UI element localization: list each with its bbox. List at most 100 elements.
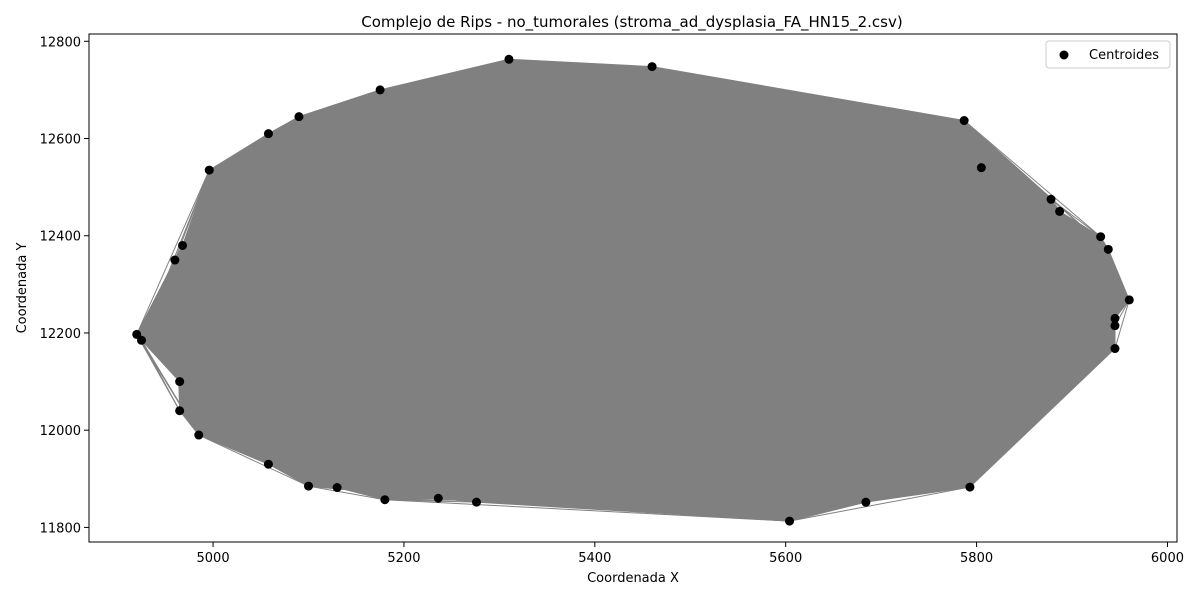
rips-edge (865, 249, 1109, 503)
rips-edge (380, 66, 653, 91)
rips-edge (208, 169, 309, 487)
rips-edge (179, 66, 653, 412)
rips-edge (380, 89, 1052, 200)
centroid-point (263, 459, 273, 469)
rips-edge (179, 410, 200, 436)
rips-edge (179, 167, 982, 383)
x-tick-label: 5600 (769, 551, 802, 566)
rips-edge (508, 58, 653, 68)
rips-edge (208, 169, 790, 522)
rips-edge (865, 486, 970, 503)
rips-edge (198, 89, 381, 436)
rips-edge (865, 236, 1102, 503)
rips-edge (208, 116, 300, 171)
rips-edge (182, 58, 510, 246)
rips-edge (981, 167, 1052, 200)
rips-edge (268, 133, 1130, 301)
rips-edge (268, 133, 1116, 319)
centroid-point (178, 240, 188, 250)
x-tick-label: 5400 (578, 551, 611, 566)
centroid-point (504, 54, 514, 64)
rips-edge (1059, 211, 1116, 326)
rips-edge (963, 120, 1116, 326)
rips-edge (198, 210, 1060, 436)
centroid-point (136, 335, 146, 345)
rips-edge (963, 120, 1116, 349)
rips-edge (379, 89, 790, 522)
rips-edge (981, 167, 1109, 250)
rips-edge (379, 58, 510, 91)
rips-edge (141, 198, 1052, 341)
rips-edge (209, 169, 1101, 238)
rips-edge (174, 66, 653, 261)
centroid-point (170, 255, 180, 265)
rips-edge (209, 66, 653, 171)
rips-edge (789, 120, 965, 522)
rips-edge (179, 410, 790, 522)
rips-edge (969, 167, 982, 488)
rips-edge (969, 236, 1102, 488)
rips-edge (179, 116, 300, 382)
rips-edge (651, 66, 971, 488)
legend-entry-centroides: Centroides (1089, 48, 1159, 63)
rips-edge (865, 167, 982, 503)
rips-edge (1059, 211, 1130, 301)
rips-edge (508, 58, 867, 503)
rips-edge (174, 120, 965, 261)
y-axis: 11800 12000 12200 12400 12600 12800 (40, 35, 89, 536)
rips-edge (268, 463, 309, 487)
rips-edge (476, 167, 982, 503)
rips-edge (652, 66, 965, 122)
rips-edge (1050, 199, 1116, 349)
centroid-point (1055, 206, 1065, 216)
rips-edge (141, 58, 510, 341)
rips-edge (384, 299, 1130, 501)
rips-edge (198, 167, 982, 436)
rips-edge (141, 339, 866, 503)
rips-edge (298, 116, 971, 488)
rips-edge (651, 66, 1060, 212)
rips-edge (209, 169, 867, 503)
plot-frame (88, 33, 1178, 543)
rips-edge (789, 198, 1052, 522)
x-tick-label: 5000 (197, 551, 230, 566)
rips-edge (865, 317, 1116, 503)
rips-edge (267, 133, 338, 488)
rips-edge (182, 169, 210, 246)
rips-edge (337, 487, 385, 501)
rips-edge (476, 120, 965, 503)
rips-edge (268, 133, 971, 488)
rips-edge (438, 325, 1116, 499)
rips-edge (308, 89, 381, 487)
rips-edge (379, 89, 867, 503)
legend: Centroides (1045, 40, 1171, 69)
y-tick-label: 11800 (40, 521, 81, 536)
rips-edge (379, 89, 1116, 349)
rips-edge (141, 236, 1101, 341)
rips-edge (384, 66, 653, 500)
rips-edge (268, 133, 1116, 350)
centroid-point (175, 406, 185, 416)
rips-edge (298, 116, 982, 169)
centroid-point (976, 163, 986, 173)
y-tick-label: 12400 (40, 230, 81, 245)
rips-edge (209, 89, 381, 171)
centroid-point (959, 116, 969, 126)
rips-edge (298, 116, 439, 499)
rips-edge (651, 66, 1052, 200)
rips-edge (508, 58, 971, 488)
rips-edge (141, 317, 1115, 341)
rips-edge (336, 167, 982, 489)
rips-edge (476, 325, 1116, 503)
rips-edge (267, 133, 310, 487)
rips-edge (476, 501, 790, 522)
rips-edge (182, 245, 439, 499)
rips-edge (476, 236, 1101, 503)
rips-edge (379, 89, 1116, 319)
x-tick-label: 6000 (1151, 551, 1184, 566)
rips-edge (379, 89, 477, 503)
rips-edge (208, 169, 338, 488)
centroid-point (332, 483, 342, 493)
rips-edge (198, 299, 1130, 436)
rips-edge (476, 486, 970, 503)
